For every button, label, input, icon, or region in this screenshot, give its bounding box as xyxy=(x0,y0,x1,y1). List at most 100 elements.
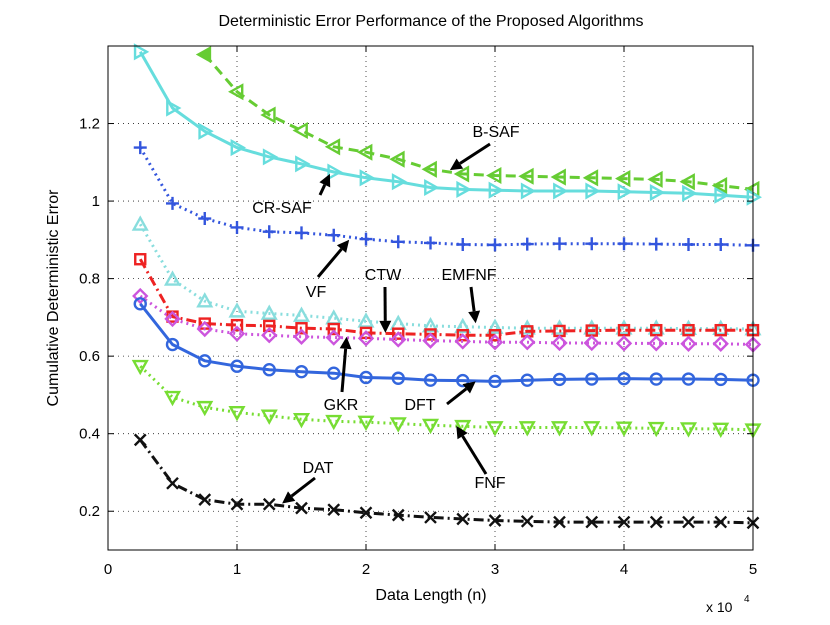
data-point-dat xyxy=(714,515,728,529)
data-point-emfnf xyxy=(615,319,633,335)
y-tick-label: 1.2 xyxy=(79,116,100,133)
x-tick-label: 3 xyxy=(491,561,499,578)
data-point-ctw xyxy=(134,253,147,266)
data-point-dat xyxy=(133,433,147,447)
annotation-arrow-head xyxy=(339,336,352,350)
data-point-dat xyxy=(391,508,405,522)
data-point-fnf xyxy=(228,405,246,422)
annotation-emfnf: EMFNF xyxy=(441,267,497,324)
data-point-vf xyxy=(714,237,728,251)
annotation-arrow-shaft xyxy=(316,248,343,278)
data-point-b-saf xyxy=(582,169,599,187)
data-point-gkr xyxy=(486,333,504,351)
x-tick-label: 5 xyxy=(749,561,757,578)
data-point-vf xyxy=(359,232,373,246)
data-point-dat xyxy=(359,506,373,520)
data-point-vf xyxy=(682,237,695,251)
data-point-fnf xyxy=(679,422,698,438)
data-point-vf xyxy=(391,235,405,249)
data-point-dft xyxy=(552,372,567,387)
data-point-b-saf xyxy=(711,177,728,195)
data-point-vf xyxy=(649,237,663,251)
data-point-dft xyxy=(585,372,599,386)
annotation-dft: DFT xyxy=(404,381,476,414)
data-point-ctw xyxy=(714,323,727,337)
data-point-gkr xyxy=(454,333,471,350)
data-point-b-saf xyxy=(518,167,534,185)
data-point-ctw xyxy=(295,322,308,335)
data-point-fnf xyxy=(615,421,633,437)
data-point-b-saf xyxy=(421,160,437,178)
data-point-dft xyxy=(488,374,502,389)
data-point-cr-saf xyxy=(520,182,537,200)
annotation-arrow-shaft xyxy=(469,286,476,312)
annotation-arrow-shaft xyxy=(318,184,327,196)
data-point-dft xyxy=(198,354,212,368)
data-point-cr-saf xyxy=(230,139,246,157)
data-point-dat xyxy=(424,511,437,524)
y-tick-label: 1 xyxy=(92,193,100,210)
annotation-ctw: CTW xyxy=(365,267,402,333)
data-point-dft xyxy=(359,370,373,385)
y-tick-label: 0.6 xyxy=(79,348,100,365)
data-point-b-saf xyxy=(357,143,373,161)
series-fnf xyxy=(131,359,762,439)
data-point-dat xyxy=(262,497,276,511)
data-point-dft xyxy=(714,372,728,387)
annotation-label: VF xyxy=(306,284,327,301)
data-point-gkr xyxy=(519,333,536,351)
data-point-fnf xyxy=(550,421,569,437)
data-point-dat xyxy=(198,493,212,506)
data-point-vf xyxy=(456,237,470,251)
data-point-gkr xyxy=(293,328,310,345)
data-point-fnf xyxy=(292,412,311,429)
data-point-dft xyxy=(391,371,405,385)
data-point-dft xyxy=(230,359,244,373)
annotation-arrow-shaft xyxy=(340,348,348,393)
data-point-emfnf xyxy=(325,309,343,325)
data-point-dat xyxy=(456,512,470,526)
data-point-dft xyxy=(520,373,534,387)
data-point-cr-saf xyxy=(617,183,633,201)
data-point-dat xyxy=(617,515,631,529)
x-tick-label: 0 xyxy=(104,561,112,578)
data-point-b-saf xyxy=(647,170,663,188)
data-point-dft xyxy=(262,363,276,377)
x-axis-label: Data Length (n) xyxy=(375,587,486,604)
data-point-ctw xyxy=(424,328,437,341)
data-point-emfnf xyxy=(421,316,440,333)
data-point-cr-saf xyxy=(585,182,601,200)
data-point-ctw xyxy=(392,327,405,340)
data-point-cr-saf xyxy=(262,148,279,166)
data-point-b-saf xyxy=(389,150,405,168)
series-line-vf xyxy=(139,146,754,247)
x-axis-multiplier-exponent: 4 xyxy=(744,594,750,605)
data-point-emfnf xyxy=(583,319,601,335)
data-point-emfnf xyxy=(131,215,149,231)
data-point-vf xyxy=(585,237,599,251)
data-point-gkr xyxy=(648,335,665,352)
data-point-dat xyxy=(166,476,179,490)
y-tick-label: 0.2 xyxy=(79,503,100,520)
data-point-fnf xyxy=(131,359,149,376)
data-point-fnf xyxy=(196,400,214,417)
x-tick-label: 1 xyxy=(233,561,241,578)
data-point-fnf xyxy=(712,422,730,439)
series-line-b-saf xyxy=(203,53,754,191)
annotation-label: EMFNF xyxy=(441,267,496,284)
annotation-gkr: GKR xyxy=(324,336,358,414)
data-point-gkr xyxy=(228,325,246,342)
data-point-vf xyxy=(520,237,534,251)
annotation-label: DFT xyxy=(404,397,435,414)
x-tick-label: 2 xyxy=(362,561,370,578)
data-point-cr-saf xyxy=(198,122,214,140)
data-point-emfnf xyxy=(454,317,472,334)
data-point-dat xyxy=(230,497,244,511)
annotation-arrow-head xyxy=(468,310,481,324)
data-point-emfnf xyxy=(196,292,214,308)
data-point-gkr xyxy=(712,335,729,352)
data-point-cr-saf xyxy=(133,43,150,61)
plot-area-frame xyxy=(107,45,754,551)
data-point-cr-saf xyxy=(424,178,440,197)
data-point-cr-saf xyxy=(166,99,182,117)
